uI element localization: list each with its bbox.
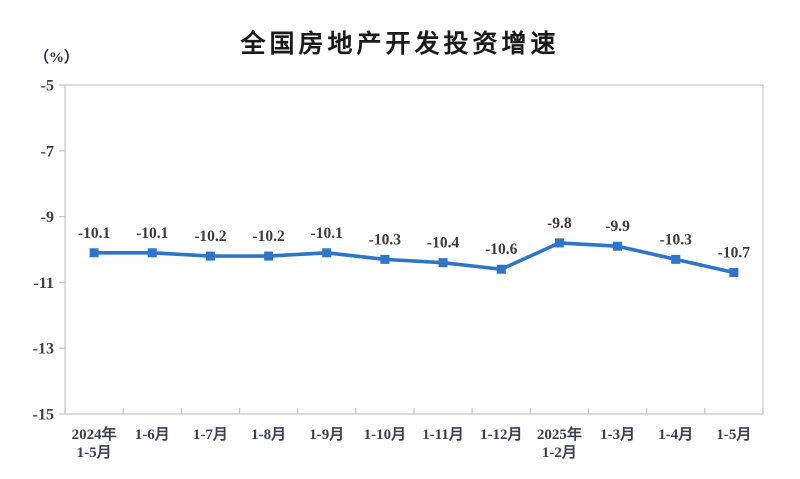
x-tick-label: 1-6月 <box>135 426 170 443</box>
data-label: -10.3 <box>660 231 693 248</box>
x-tick-label: 2025年 1-2月 <box>537 425 582 461</box>
data-label: -10.1 <box>136 225 168 242</box>
x-tick-label: 1-5月 <box>716 426 751 443</box>
x-tick-label: 1-12月 <box>480 426 523 443</box>
chart-title: 全国房地产开发投资增速 <box>240 30 560 58</box>
data-point-marker <box>671 254 681 264</box>
y-tick-label: -13 <box>33 341 54 358</box>
data-label: -10.2 <box>194 228 227 245</box>
data-point-marker <box>729 268 739 278</box>
data-label: -10.4 <box>427 235 460 252</box>
data-label: -10.6 <box>485 241 518 258</box>
x-tick-label: 1-4月 <box>658 426 693 443</box>
data-label: -10.7 <box>718 245 751 262</box>
data-point-marker <box>89 248 99 258</box>
x-tick-label: 1-7月 <box>193 426 228 443</box>
x-tick-label: 2024年 1-5月 <box>72 425 117 461</box>
data-point-marker <box>380 254 390 264</box>
series-line <box>92 241 736 275</box>
x-tick-label: 1-3月 <box>600 426 635 443</box>
y-tick-label: -9 <box>41 209 54 226</box>
x-tick-label: 1-8月 <box>251 426 286 443</box>
data-point-marker <box>438 258 448 268</box>
x-tick-label: 1-11月 <box>422 426 464 443</box>
data-label: -10.3 <box>369 231 402 248</box>
data-point-marker <box>147 248 157 258</box>
plot-area-border <box>64 84 764 415</box>
y-tick-label: -7 <box>41 143 54 160</box>
data-point-marker <box>613 241 623 251</box>
data-label: -9.9 <box>605 218 630 235</box>
y-axis-unit-label: （%） <box>34 50 80 66</box>
data-label: -10.1 <box>311 225 343 242</box>
data-point-marker <box>496 264 506 274</box>
data-point-marker <box>264 251 274 261</box>
data-point-marker <box>322 248 332 258</box>
x-tick-label: 1-10月 <box>364 426 407 443</box>
y-tick-label: -15 <box>33 407 54 424</box>
data-label: -9.8 <box>547 215 572 232</box>
data-point-marker <box>205 251 215 261</box>
y-tick-label: -5 <box>41 78 54 95</box>
x-tick-label: 1-9月 <box>309 426 344 443</box>
y-tick-label: -11 <box>34 275 54 292</box>
data-label: -10.2 <box>252 228 285 245</box>
data-label: -10.1 <box>78 225 110 242</box>
data-point-marker <box>554 238 564 248</box>
